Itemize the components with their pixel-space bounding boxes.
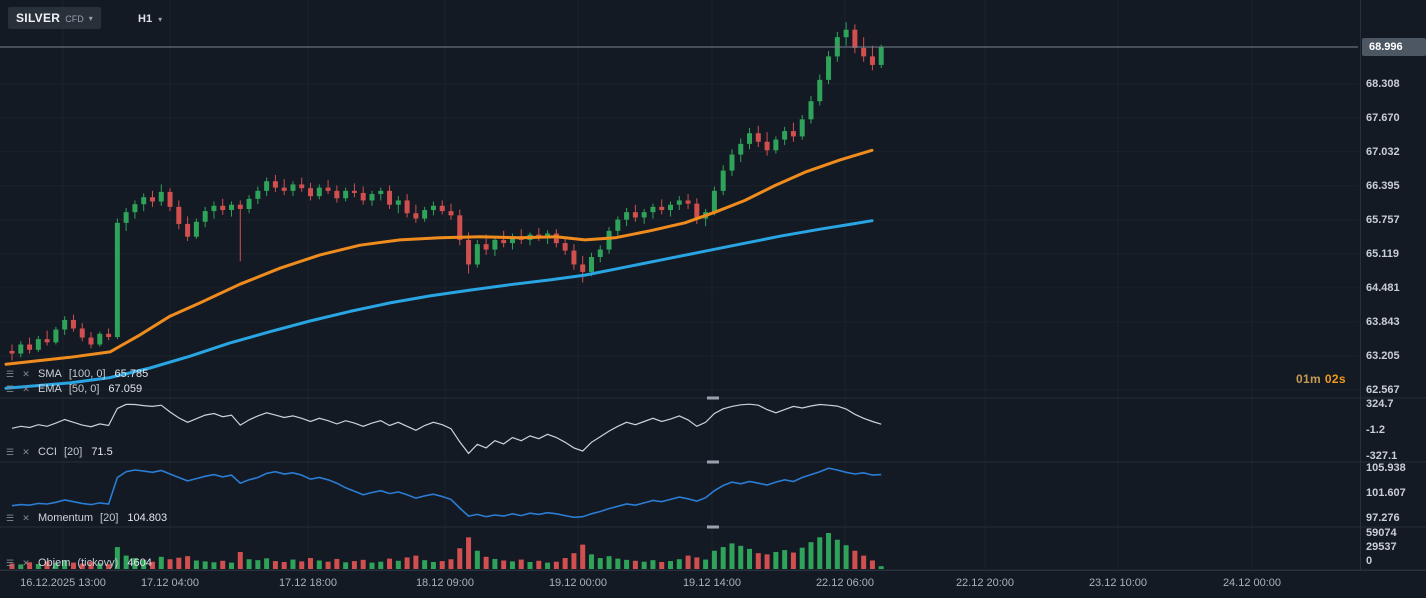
indicator-row-sma: ☰ ✕ SMA [100, 0] 65.785 xyxy=(4,367,148,381)
indicator-settings-icon[interactable]: ☰ xyxy=(5,447,15,457)
momentum-axis-label: 101.607 xyxy=(1366,487,1406,499)
indicator-name: Momentum xyxy=(38,512,94,524)
price-axis-label: 65.119 xyxy=(1366,247,1400,260)
indicator-value: 65.785 xyxy=(114,368,149,380)
indicator-row-momentum: ☰ ✕ Momentum [20] 104.803 xyxy=(4,511,167,525)
timer-minutes: 01m xyxy=(1296,372,1321,386)
overlay-line-SMA-100 xyxy=(4,219,874,390)
indicator-name: EMA xyxy=(38,383,62,395)
time-axis-label: 19.12 00:00 xyxy=(548,577,608,589)
volume-axis-label: 59074 xyxy=(1366,527,1397,539)
chevron-down-icon: ▾ xyxy=(158,14,163,24)
symbol-selector[interactable]: SILVER CFD ▾ xyxy=(8,7,101,29)
price-axis-label: 62.567 xyxy=(1366,383,1400,396)
time-axis-label: 19.12 14:00 xyxy=(682,577,742,589)
cci-line xyxy=(11,403,882,455)
indicator-value: 104.803 xyxy=(127,512,168,524)
momentum-axis-label: 97.276 xyxy=(1366,512,1400,524)
indicator-name: SMA xyxy=(38,368,62,380)
indicator-settings-icon[interactable]: ☰ xyxy=(5,513,15,523)
indicator-row-cci: ☰ ✕ CCI [20] 71.5 xyxy=(4,445,113,459)
indicator-value: 67.059 xyxy=(108,383,143,395)
time-axis-label: 22.12 20:00 xyxy=(955,577,1015,589)
grid xyxy=(0,0,1358,570)
indicator-remove-icon[interactable]: ✕ xyxy=(22,513,30,523)
indicator-remove-icon[interactable]: ✕ xyxy=(22,558,30,568)
indicator-params: [50, 0] xyxy=(68,383,100,395)
time-axis[interactable]: 16.12.2025 13:00 17.12 04:00 17.12 18:00 18… xyxy=(0,570,1426,598)
panel-resize-handle[interactable] xyxy=(707,460,719,464)
indicator-value: 71.5 xyxy=(91,446,113,458)
indicator-remove-icon[interactable]: ✕ xyxy=(22,384,30,394)
momentum-line xyxy=(11,467,882,519)
timeframe-label: H1 xyxy=(138,13,153,25)
time-axis-label: 16.12.2025 13:00 xyxy=(20,577,106,589)
price-axis[interactable]: 68.996 68.308 67.670 67.032 66.395 65.757 65.… xyxy=(1360,0,1426,570)
time-axis-label: 24.12 00:00 xyxy=(1222,577,1282,589)
indicator-remove-icon[interactable]: ✕ xyxy=(22,369,30,379)
cci-axis-label: 324.7 xyxy=(1366,398,1394,410)
price-axis-label: 67.670 xyxy=(1366,111,1400,124)
indicator-remove-icon[interactable]: ✕ xyxy=(22,447,30,457)
panel-resize-handle[interactable] xyxy=(707,525,719,529)
volume-axis-label: 29537 xyxy=(1366,541,1397,553)
indicator-row-volume: ☰ ✕ Objem (tickovy) 4604 xyxy=(4,556,152,570)
volume-axis-label: 0 xyxy=(1366,555,1373,567)
price-axis-label: 63.843 xyxy=(1366,315,1400,328)
cci-axis-label: -327.1 xyxy=(1366,450,1398,462)
price-axis-label: 67.032 xyxy=(1366,145,1400,158)
candles xyxy=(9,22,884,361)
indicator-settings-icon[interactable]: ☰ xyxy=(5,558,15,568)
time-axis-label: 18.12 09:00 xyxy=(415,577,475,589)
indicator-params: [20] xyxy=(63,446,83,458)
time-axis-label: 22.12 06:00 xyxy=(815,577,875,589)
cci-axis-label: -1.2 xyxy=(1366,424,1385,436)
overlay-line-EMA-50 xyxy=(4,148,874,366)
instrument-type-label: CFD xyxy=(65,13,84,24)
symbol-name: SILVER xyxy=(16,11,61,25)
price-axis-label: 63.205 xyxy=(1366,349,1400,362)
current-price-tag: 68.996 xyxy=(1362,38,1426,56)
indicator-params: [20] xyxy=(100,512,119,524)
time-axis-label: 17.12 18:00 xyxy=(278,577,338,589)
time-axis-label: 17.12 04:00 xyxy=(140,577,200,589)
indicator-value: 4604 xyxy=(127,557,152,569)
time-axis-label: 23.12 10:00 xyxy=(1088,577,1148,589)
indicator-settings-icon[interactable]: ☰ xyxy=(5,384,15,394)
indicator-settings-icon[interactable]: ☰ xyxy=(5,369,15,379)
price-axis-label: 68.308 xyxy=(1366,77,1400,90)
price-axis-label: 66.395 xyxy=(1366,179,1400,192)
timer-seconds: 02s xyxy=(1324,372,1346,386)
indicator-params: [100, 0] xyxy=(68,368,106,380)
indicator-name: CCI xyxy=(38,446,57,458)
candle-countdown-timer: 01m 02s xyxy=(1296,372,1346,386)
timeframe-selector[interactable]: H1 ▾ xyxy=(132,10,168,28)
indicator-name: Objem xyxy=(38,557,71,569)
chevron-down-icon: ▾ xyxy=(88,13,93,23)
price-axis-label: 65.757 xyxy=(1366,213,1400,226)
indicator-params: (tickovy) xyxy=(77,557,119,569)
momentum-axis-label: 105.938 xyxy=(1366,462,1406,474)
price-axis-label: 64.481 xyxy=(1366,281,1400,294)
indicator-row-ema: ☰ ✕ EMA [50, 0] 67.059 xyxy=(4,382,142,396)
panel-resize-handle[interactable] xyxy=(707,396,719,400)
volume-bars xyxy=(9,533,884,569)
